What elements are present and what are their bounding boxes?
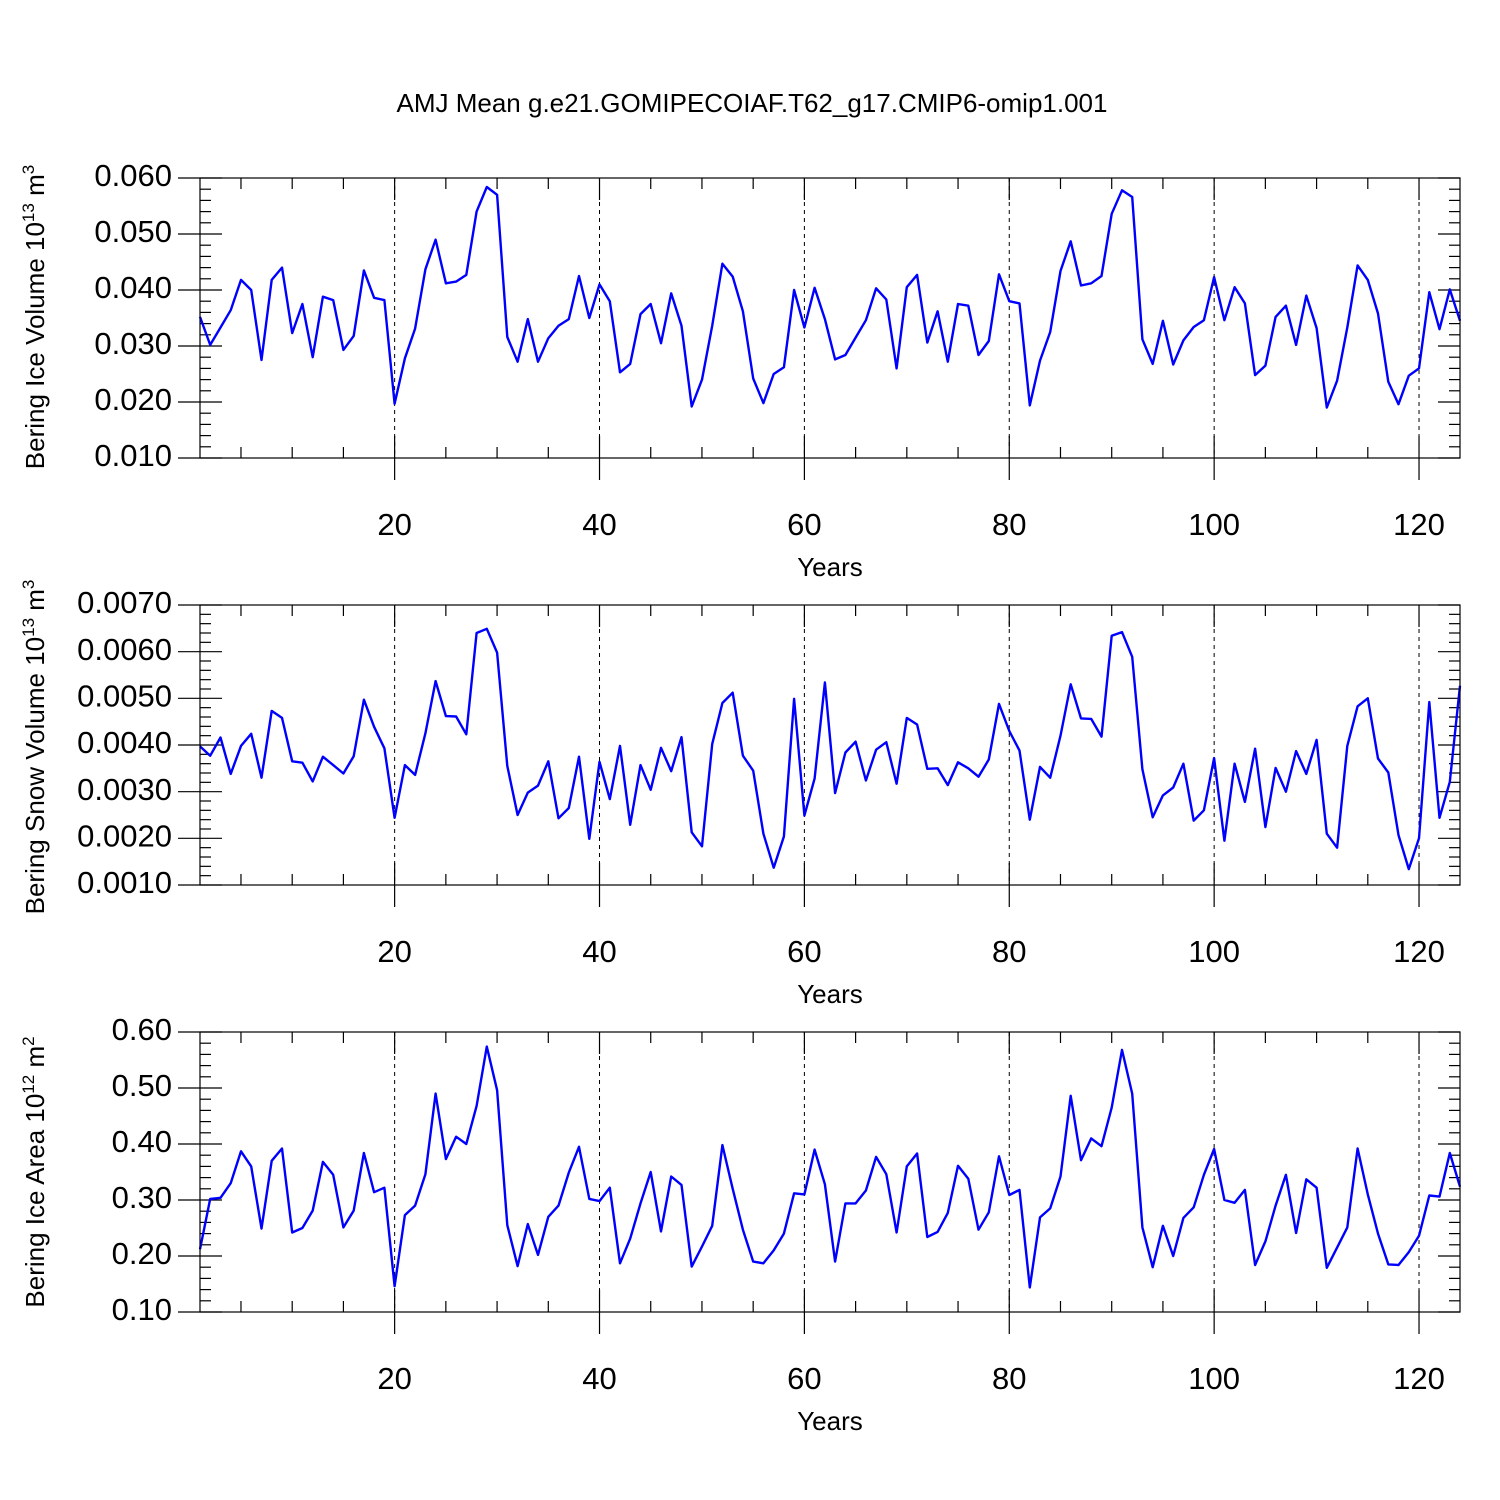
y-tick-label: 0.0050	[77, 679, 172, 714]
chart-title: AMJ Mean g.e21.GOMIPECOIAF.T62_g17.CMIP6…	[397, 88, 1108, 118]
y-tick-label: 0.0030	[77, 772, 172, 807]
y-tick-label: 0.10	[112, 1292, 172, 1327]
y-label-unit: m	[20, 174, 50, 203]
plot-frame	[199, 1031, 1461, 1313]
x-tick-label: 40	[582, 507, 616, 542]
x-tick-label: 100	[1188, 507, 1240, 542]
x-tick-label: 60	[787, 507, 821, 542]
y-axis-label: Bering Ice Volume 1013 m3	[19, 165, 50, 469]
x-tick-label: 80	[992, 934, 1026, 969]
x-tick-label: 100	[1188, 934, 1240, 969]
y-tick-label: 0.060	[94, 158, 172, 193]
y-label-exponent: 13	[19, 203, 38, 222]
x-tick-label: 60	[787, 934, 821, 969]
x-tick-label: 80	[992, 1361, 1026, 1396]
series-line	[198, 1045, 1462, 1289]
x-tick-label: 120	[1393, 507, 1445, 542]
y-axis-label: Bering Ice Area 1012 m2	[19, 1036, 50, 1307]
y-tick-label: 0.050	[94, 214, 172, 249]
x-tick-label: 20	[377, 1361, 411, 1396]
y-label-exponent: 12	[19, 1075, 38, 1094]
x-tick-label: 20	[377, 507, 411, 542]
y-label-unit-exponent: 3	[19, 165, 38, 174]
x-tick-label: 120	[1393, 1361, 1445, 1396]
plot-frame	[199, 604, 1461, 886]
x-tick-label: 100	[1188, 1361, 1240, 1396]
y-tick-label: 0.010	[94, 438, 172, 473]
y-tick-label: 0.20	[112, 1236, 172, 1271]
y-axis-label: Bering Snow Volume 1013 m3	[19, 580, 50, 915]
y-tick-label: 0.50	[112, 1068, 172, 1103]
y-label-text: Bering Ice Area 10	[20, 1094, 50, 1308]
x-tick-label: 60	[787, 1361, 821, 1396]
y-tick-label: 0.40	[112, 1124, 172, 1159]
y-tick-label: 0.0040	[77, 725, 172, 760]
x-axis-label: Years	[797, 552, 863, 582]
y-label-text: Bering Snow Volume 10	[20, 637, 50, 915]
y-tick-label: 0.040	[94, 270, 172, 305]
y-tick-label: 0.030	[94, 326, 172, 361]
y-tick-label: 0.020	[94, 382, 172, 417]
y-label-exponent: 13	[19, 618, 38, 637]
y-label-unit: m	[20, 589, 50, 618]
y-label-unit-exponent: 3	[19, 580, 38, 589]
y-label-unit: m	[20, 1046, 50, 1075]
y-label-unit-exponent: 2	[19, 1036, 38, 1045]
x-tick-label: 80	[992, 507, 1026, 542]
x-tick-label: 20	[377, 934, 411, 969]
panels: 0.010 0.020 0.030 0.040 0.050 0.060 20 40 60 80 10…	[19, 158, 1462, 1436]
y-tick-label: 0.30	[112, 1180, 172, 1215]
y-tick-label: 0.0060	[77, 632, 172, 667]
x-tick-label: 120	[1393, 934, 1445, 969]
y-tick-label: 0.60	[112, 1012, 172, 1047]
x-tick-label: 40	[582, 1361, 616, 1396]
x-tick-label: 40	[582, 934, 616, 969]
y-tick-label: 0.0070	[77, 585, 172, 620]
y-label-text: Bering Ice Volume 10	[20, 222, 50, 469]
series-line	[199, 627, 1462, 871]
y-tick-label: 0.0020	[77, 819, 172, 854]
panel-2: 0.0010 0.0020 0.0030 0.0040 0.0050 0.0060 0.00…	[19, 580, 1462, 1009]
x-axis-label: Years	[797, 979, 863, 1009]
panel-1: 0.010 0.020 0.030 0.040 0.050 0.060 20 40 60 80 10…	[19, 158, 1462, 582]
series-line	[198, 185, 1462, 409]
x-axis-label: Years	[797, 1406, 863, 1436]
panel-3: 0.10 0.20 0.30 0.40 0.50 0.60 20 40 60 80 100 120 Ye…	[19, 1012, 1462, 1436]
y-tick-label: 0.0010	[77, 865, 172, 900]
plot-frame	[199, 177, 1461, 459]
